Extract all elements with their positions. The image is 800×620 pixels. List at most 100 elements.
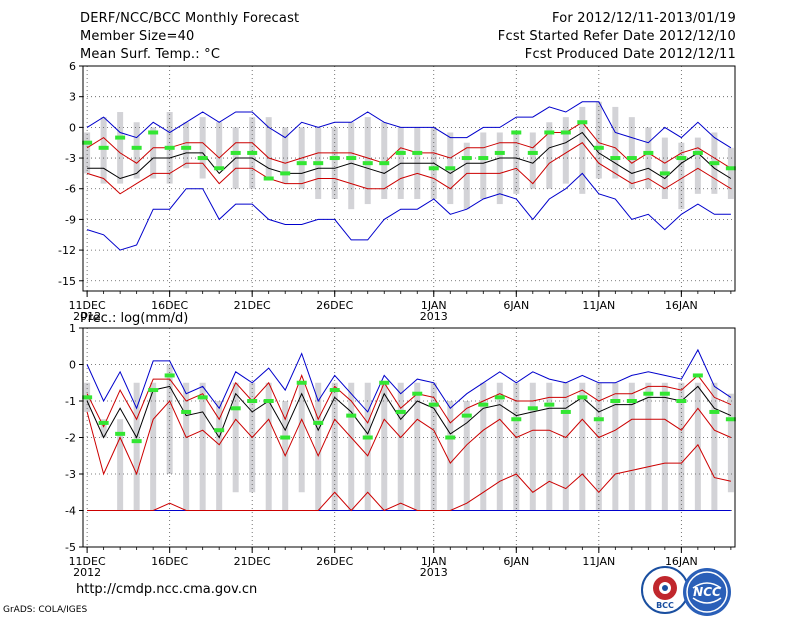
bcc-logo-text: BCC <box>656 601 674 610</box>
temp-obs-mark <box>709 161 720 166</box>
prec-spread-bar <box>430 382 437 511</box>
prec-obs-mark <box>131 439 142 444</box>
prec-obs-mark <box>511 417 522 422</box>
prec-spread-bar <box>546 382 553 511</box>
prec-spread-bar <box>331 382 338 511</box>
prec-obs-mark <box>577 395 588 400</box>
temp-xtick-label: 26DEC <box>316 299 353 312</box>
temp-spread-bar <box>463 142 470 210</box>
prec-spread-bar <box>727 393 734 493</box>
temp-spread-bar <box>694 137 701 194</box>
temp-obs-mark <box>329 156 340 161</box>
temp-spread-bar <box>612 106 619 179</box>
temp-obs-mark <box>362 161 373 166</box>
prec-spread-bar <box>117 419 124 511</box>
prec-obs-mark <box>494 395 505 400</box>
temp-obs-mark <box>98 145 109 150</box>
temp-spread-bar <box>661 137 668 199</box>
temp-xtick-label: 6JAN <box>503 299 529 312</box>
prec-spread-bar <box>414 382 421 511</box>
prec-spread-bar <box>513 382 520 511</box>
temp-spread-bar <box>348 122 355 210</box>
prec-obs-mark <box>98 420 109 425</box>
prec-spread-bar <box>529 382 536 511</box>
prec-obs-mark <box>313 420 324 425</box>
temp-obs-mark <box>131 145 142 150</box>
temp-spread-bar <box>117 112 124 184</box>
temp-obs-mark <box>379 161 390 166</box>
temp-spread-bar <box>133 122 140 179</box>
prec-obs-mark <box>280 435 291 440</box>
prec-xtick-label: 16JAN <box>665 555 698 568</box>
prec-obs-mark <box>643 391 654 396</box>
temp-year-label: 2012 <box>73 310 101 323</box>
prec-obs-mark <box>461 413 472 418</box>
prec-obs-mark <box>428 402 439 407</box>
prec-obs-mark <box>230 406 241 411</box>
temp-obs-mark <box>445 166 456 171</box>
prec-spread-bar <box>183 382 190 511</box>
temp-spread-bar <box>628 117 635 189</box>
temp-obs-mark <box>461 156 472 161</box>
prec-outer-upper-line <box>86 348 732 413</box>
temp-inner-upper-line <box>86 121 732 169</box>
temp-obs-mark <box>412 150 423 155</box>
temp-obs-mark <box>82 140 93 145</box>
prec-obs-mark <box>148 388 159 393</box>
temp-obs-mark <box>313 161 324 166</box>
prec-spread-bar <box>447 401 454 511</box>
temp-ytick-label: -6 <box>65 183 76 196</box>
prec-obs-mark <box>676 399 687 403</box>
temp-panel: 6 3 0 -3 -6 -9 -12 -15 11DEC 16DEC 21DEC 26DEC 1JAN 6… <box>58 60 736 323</box>
temp-obs-mark <box>577 120 588 125</box>
temp-obs-mark <box>560 130 571 135</box>
prec-xtick-label: 6JAN <box>503 555 529 568</box>
temp-xtick-label: 11JAN <box>582 299 615 312</box>
temp-obs-mark <box>395 150 406 155</box>
prec-spread-bar <box>100 419 107 438</box>
temp-ytick-label: -3 <box>65 152 76 165</box>
temp-obs-mark <box>214 166 225 171</box>
temp-ytick-label: 0 <box>69 121 76 134</box>
prec-spread-bar <box>397 382 404 511</box>
prec-obs-mark <box>115 431 126 436</box>
source-url[interactable]: http://cmdp.ncc.cma.gov.cn <box>76 582 258 597</box>
prec-ytick-label: -3 <box>65 468 76 481</box>
prec-ytick-label: -5 <box>65 541 76 554</box>
prec-spread-bar <box>463 401 470 511</box>
prec-spread-bar <box>298 382 305 493</box>
prec-frame <box>82 327 736 548</box>
prec-obs-mark <box>659 391 670 396</box>
prec-obs-mark <box>346 413 357 418</box>
temp-xtick-label: 11DEC <box>69 299 106 312</box>
prec-spread-bar <box>579 382 586 511</box>
temp-ytick-label: 6 <box>69 60 76 73</box>
prec-obs-mark <box>478 402 489 407</box>
temp-obs-mark <box>247 150 258 155</box>
prec-ytick-label: -4 <box>65 505 76 518</box>
temp-obs-mark <box>527 150 538 155</box>
prec-obs-mark <box>214 428 225 433</box>
prec-ensemble-mean-line <box>86 385 732 439</box>
temp-obs-mark <box>115 135 126 140</box>
temp-spread-bar <box>84 132 91 174</box>
temp-spread-bar <box>496 132 503 205</box>
temp-obs-mark <box>164 145 175 150</box>
prec-spread-bar <box>612 382 619 511</box>
member-size: Member Size=40 <box>80 29 195 44</box>
ncc-emblem-icon: NCC <box>686 571 728 613</box>
temp-obs-mark <box>181 145 192 150</box>
prec-obs-mark <box>362 435 373 440</box>
prec-spread-bar <box>364 382 371 511</box>
temp-obs-mark <box>478 156 489 161</box>
temp-obs-mark <box>626 156 637 161</box>
temp-spread-bar <box>645 127 652 189</box>
prec-obs-mark <box>527 406 538 411</box>
prec-spread-bar <box>381 382 388 511</box>
temp-ytick-label: -12 <box>58 244 76 257</box>
temp-obs-mark <box>676 156 687 161</box>
temp-obs-mark <box>263 176 274 181</box>
temp-inner-lower-line <box>86 142 732 195</box>
prec-obs-mark <box>626 399 637 403</box>
